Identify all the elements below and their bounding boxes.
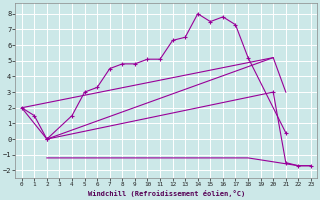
X-axis label: Windchill (Refroidissement éolien,°C): Windchill (Refroidissement éolien,°C) (88, 190, 245, 197)
